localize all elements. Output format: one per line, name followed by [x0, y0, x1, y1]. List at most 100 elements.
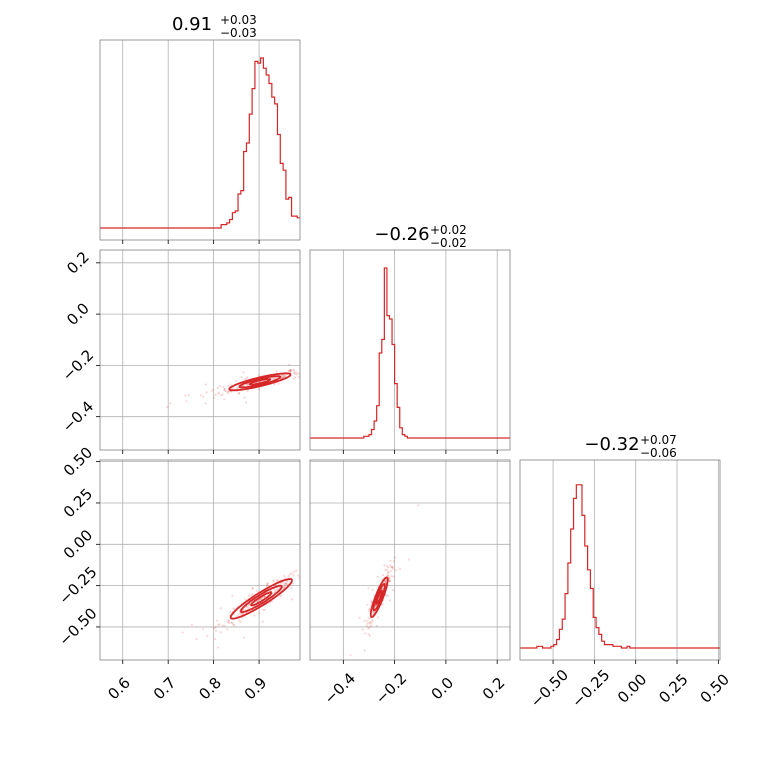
scatter-point [246, 389, 249, 393]
scatter-point [287, 574, 290, 578]
contour-level-0 [375, 589, 383, 605]
scatter-point [243, 396, 246, 399]
scatter-point [291, 582, 294, 585]
scatter-point [292, 371, 296, 374]
scatter-point [281, 376, 284, 379]
scatter-point [383, 580, 387, 584]
scatter-point [283, 574, 286, 577]
scatter-point [235, 615, 239, 618]
scatter-point [281, 376, 284, 379]
scatter-point [272, 580, 276, 583]
scatter-point [289, 369, 292, 372]
scatter-point [275, 588, 278, 591]
histogram-p0 [100, 57, 300, 229]
scatter-point [367, 627, 370, 630]
scatter-point [311, 380, 313, 382]
panel-frame [519, 459, 721, 661]
scatter-point [374, 604, 377, 608]
scatter-point [241, 612, 244, 616]
y-tick-label-row-2: 0.50 [60, 443, 96, 479]
scatter-point [280, 594, 283, 597]
panel-frame [309, 249, 511, 451]
scatter-point [368, 634, 371, 637]
scatter-point [216, 646, 220, 649]
scatter-point [371, 618, 374, 622]
title-minus-error: −0.03 [220, 26, 257, 40]
scatter-group [166, 363, 313, 409]
scatter-group [349, 504, 420, 668]
scatter-group [181, 568, 308, 649]
scatter-point [371, 666, 373, 668]
scatter-point [369, 621, 372, 624]
panel-frame [99, 459, 301, 661]
scatter-point [237, 392, 240, 395]
scatter-point [288, 369, 291, 372]
scatter-point [169, 402, 172, 405]
scatter-point [384, 580, 387, 583]
histogram-p1 [310, 267, 510, 439]
scatter-point [305, 573, 307, 575]
scatter-point [227, 620, 231, 623]
scatter-point [273, 589, 277, 592]
contour-level-1 [238, 375, 282, 389]
x-tick-label-p0: 0.7 [150, 674, 180, 704]
scatter-point [291, 598, 294, 601]
scatter-point [306, 583, 308, 585]
scatter-point [284, 577, 287, 580]
scatter-point [240, 375, 243, 379]
scatter-point [388, 577, 391, 580]
scatter-point [289, 370, 292, 374]
scatter-point [383, 564, 386, 567]
scatter-point [292, 369, 296, 372]
scatter-point [392, 575, 395, 578]
scatter-point [305, 371, 307, 373]
panel-1-1: −0.26 +0.02−0.02 [309, 223, 511, 454]
x-tick-label-p0: 0.8 [195, 674, 225, 704]
scatter-point [248, 604, 251, 607]
scatter-point [227, 384, 230, 388]
scatter-point [371, 620, 374, 623]
scatter-point [227, 618, 230, 622]
scatter-point [361, 628, 364, 631]
scatter-point [245, 383, 248, 386]
scatter-point [285, 580, 288, 583]
scatter-point [280, 582, 283, 585]
scatter-point [297, 372, 300, 375]
scatter-point [256, 600, 259, 603]
scatter-point [303, 568, 305, 570]
scatter-point [195, 637, 198, 641]
scatter-point [390, 565, 393, 569]
scatter-point [184, 394, 187, 397]
scatter-point [417, 504, 420, 507]
scatter-point [367, 617, 370, 620]
x-tick-label-p1: 0.0 [428, 674, 458, 704]
scatter-point [266, 581, 269, 585]
scatter-point [221, 393, 224, 396]
scatter-point [232, 623, 235, 626]
scatter-point [202, 395, 205, 398]
scatter-point [190, 623, 194, 627]
scatter-point [219, 631, 222, 634]
scatter-point [387, 566, 390, 569]
scatter-point [213, 637, 217, 641]
x-tick-label-p2: 0.25 [655, 670, 691, 706]
scatter-point [247, 382, 250, 385]
panel-0-0: 0.91 +0.03−0.03 [99, 13, 301, 244]
scatter-point [248, 594, 251, 597]
scatter-point [370, 600, 373, 603]
scatter-point [237, 613, 240, 616]
scatter-point [394, 556, 397, 559]
title-minus-error: −0.06 [640, 446, 677, 460]
scatter-point [388, 579, 391, 583]
scatter-point [214, 626, 217, 629]
scatter-point [289, 572, 292, 576]
scatter-point [302, 368, 304, 370]
scatter-point [391, 566, 394, 569]
scatter-point [389, 559, 392, 563]
scatter-point [282, 375, 286, 378]
scatter-point [298, 576, 300, 579]
scatter-point [271, 377, 274, 381]
scatter-point [283, 582, 286, 586]
panel-1-0 [96, 249, 313, 454]
